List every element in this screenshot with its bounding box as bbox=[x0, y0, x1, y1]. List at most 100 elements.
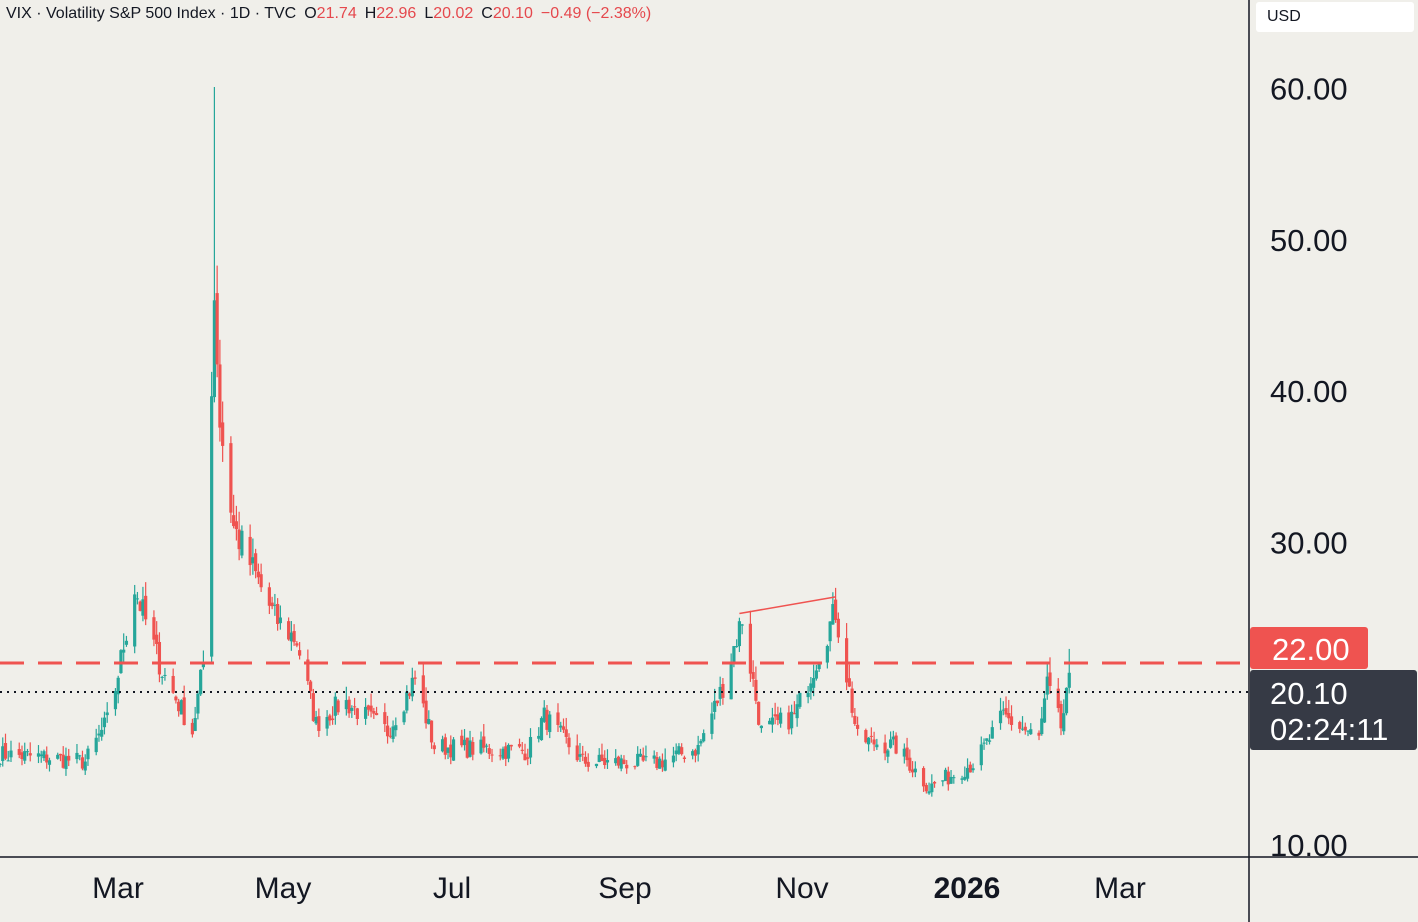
candle-body bbox=[160, 676, 164, 678]
legend-source: TVC bbox=[264, 5, 297, 22]
trend-line[interactable] bbox=[739, 596, 836, 615]
candle-body bbox=[471, 741, 475, 755]
candle-body bbox=[407, 693, 412, 696]
time-axis[interactable]: Mar May Jul Sep Nov 2026 Mar bbox=[92, 872, 1146, 905]
candle-body bbox=[614, 758, 618, 764]
candle-body bbox=[776, 714, 780, 721]
candle-body bbox=[1062, 713, 1066, 732]
candle-body bbox=[930, 783, 934, 793]
candle-body bbox=[1, 746, 5, 762]
candle-body bbox=[578, 754, 582, 757]
candle-body bbox=[594, 763, 599, 767]
candle-body bbox=[526, 757, 530, 759]
candle-body bbox=[517, 744, 522, 747]
candle-body bbox=[809, 683, 813, 692]
candle-body bbox=[163, 674, 167, 676]
candle-body bbox=[757, 701, 761, 725]
candle-body bbox=[56, 754, 60, 759]
candle-body bbox=[891, 736, 895, 740]
candle-body bbox=[174, 696, 178, 701]
candle-body bbox=[490, 754, 494, 756]
candle-body bbox=[902, 748, 906, 757]
candle-body bbox=[325, 716, 329, 729]
candle-body bbox=[157, 641, 162, 675]
candle-body bbox=[64, 756, 68, 770]
price-axis[interactable]: 60.00 50.00 40.00 30.00 10.00 bbox=[1270, 72, 1348, 864]
candle-body bbox=[94, 737, 98, 753]
candle-body bbox=[652, 755, 656, 759]
candle-body bbox=[212, 300, 216, 398]
legend-high: 22.96 bbox=[376, 5, 417, 22]
candle-body bbox=[196, 693, 200, 714]
candle-body bbox=[597, 754, 601, 762]
time-tick-label: 2026 bbox=[934, 872, 1001, 905]
candle-body bbox=[806, 692, 810, 698]
candle-body bbox=[853, 715, 857, 724]
candle-body bbox=[344, 700, 348, 710]
candle-body bbox=[113, 690, 118, 710]
candle-body bbox=[363, 706, 368, 719]
candle-body bbox=[83, 761, 87, 771]
candle-body bbox=[482, 736, 486, 748]
candle-body bbox=[39, 754, 43, 757]
candle-body bbox=[787, 712, 791, 730]
candle-body bbox=[1004, 708, 1008, 715]
candle-body bbox=[402, 711, 406, 723]
time-tick-label: Sep bbox=[598, 872, 651, 905]
candle-body bbox=[9, 750, 13, 758]
candle-body bbox=[273, 604, 277, 606]
candle-body bbox=[556, 712, 560, 725]
currency-label[interactable]: USD bbox=[1256, 2, 1414, 32]
candle-body bbox=[80, 757, 85, 769]
candle-body bbox=[768, 720, 772, 725]
candle-body bbox=[116, 677, 120, 695]
candle-body bbox=[567, 737, 571, 748]
candle-body bbox=[921, 768, 926, 787]
candle-body bbox=[735, 646, 739, 648]
candle-body bbox=[468, 740, 472, 757]
candle-body bbox=[812, 678, 816, 688]
candle-body bbox=[451, 739, 456, 761]
candle-body bbox=[677, 746, 681, 754]
candle-body bbox=[715, 700, 720, 704]
candle-body bbox=[883, 742, 887, 754]
candle-body bbox=[58, 753, 63, 756]
candle-body bbox=[254, 553, 258, 572]
candle-body bbox=[372, 710, 376, 714]
candle-body bbox=[487, 748, 491, 754]
candle-body bbox=[1023, 726, 1027, 731]
candle-body bbox=[946, 771, 950, 785]
legend-symbol: VIX bbox=[6, 5, 32, 22]
candle-body bbox=[633, 766, 637, 768]
candle-body bbox=[405, 691, 409, 711]
candle-body bbox=[350, 707, 354, 711]
candle-body bbox=[539, 718, 544, 741]
current-price-tag: 20.10 02:24:11 bbox=[1250, 670, 1417, 750]
candle-body bbox=[836, 618, 840, 638]
candle-body bbox=[1048, 672, 1052, 686]
candle-body bbox=[575, 745, 579, 761]
candle-body bbox=[1026, 730, 1030, 732]
candle-body bbox=[1009, 716, 1014, 725]
candle-body bbox=[509, 744, 513, 747]
candle-body bbox=[751, 672, 755, 679]
bar-countdown: 02:24:11 bbox=[1270, 712, 1388, 747]
candle-body bbox=[251, 557, 255, 564]
candle-body bbox=[888, 739, 893, 748]
symbol-legend[interactable]: VIX · Volatility S&P 500 Index · 1D · TV… bbox=[6, 5, 652, 22]
price-tick-label: 40.00 bbox=[1270, 374, 1348, 409]
candle-body bbox=[759, 725, 763, 729]
candle-body bbox=[75, 752, 79, 760]
candle-body bbox=[600, 754, 604, 762]
legend-low: 20.02 bbox=[433, 5, 474, 22]
candle-body bbox=[866, 737, 871, 745]
candle-body bbox=[680, 747, 684, 755]
candle-body bbox=[355, 708, 359, 719]
candle-body bbox=[603, 757, 607, 766]
time-tick-label: May bbox=[255, 872, 312, 905]
candle-body bbox=[908, 757, 912, 771]
candle-body bbox=[347, 699, 351, 714]
candle-body bbox=[658, 758, 662, 769]
